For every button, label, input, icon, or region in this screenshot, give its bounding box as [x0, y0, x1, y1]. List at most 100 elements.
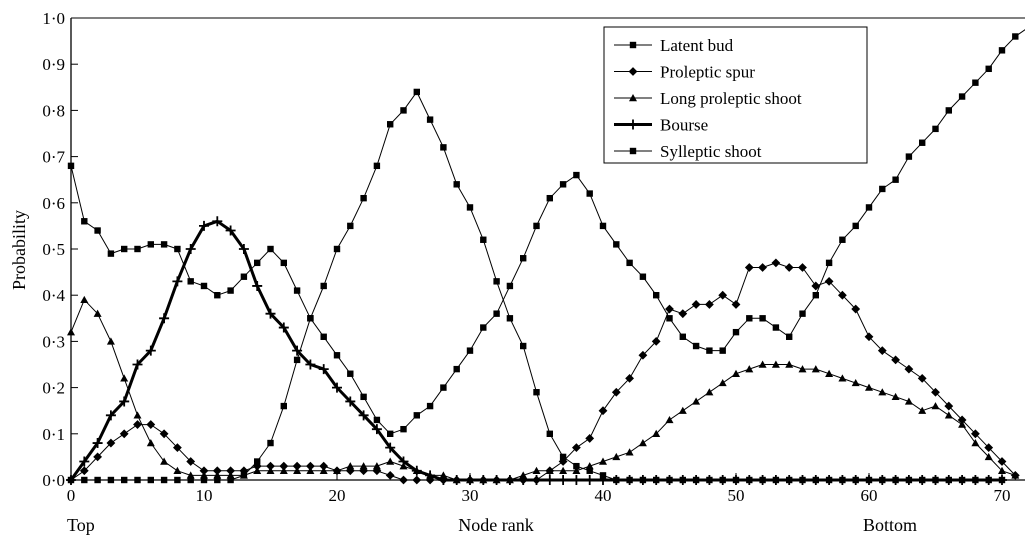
data-point: [612, 452, 621, 461]
data-point: [172, 276, 183, 287]
y-tick-label: 0·0: [42, 471, 65, 490]
data-point: [80, 295, 89, 304]
data-point: [186, 457, 196, 466]
legend-swatch-marker: [629, 147, 637, 155]
data-point: [187, 278, 194, 285]
data-point: [559, 181, 567, 188]
data-point: [520, 342, 527, 350]
data-point: [399, 475, 408, 485]
data-point: [877, 346, 887, 356]
data-point: [599, 457, 607, 465]
data-point: [838, 374, 847, 382]
data-point: [398, 456, 409, 467]
data-point: [784, 263, 794, 272]
legend-swatch-marker: [629, 41, 637, 49]
data-point: [839, 236, 846, 243]
data-point: [185, 244, 196, 254]
data-point: [465, 475, 475, 485]
y-tick-label: 0·8: [42, 101, 65, 120]
data-point: [546, 430, 553, 437]
data-point: [546, 194, 553, 202]
data-point: [134, 245, 141, 253]
data-point: [585, 434, 595, 443]
data-point: [147, 476, 154, 484]
data-point: [145, 345, 156, 356]
data-point: [572, 443, 581, 453]
data-point: [199, 220, 209, 231]
data-point: [438, 475, 449, 485]
legend-box: [603, 26, 868, 164]
data-point: [346, 462, 355, 470]
data-point: [931, 387, 940, 397]
y-tick-label: 1·0: [42, 9, 65, 28]
data-point: [653, 476, 660, 484]
data-point: [227, 287, 234, 294]
data-point: [266, 461, 275, 471]
data-point: [504, 475, 515, 485]
x-tick-label: 40: [595, 486, 612, 505]
data-point: [333, 352, 341, 359]
data-point: [613, 241, 620, 248]
series-long-proleptic-shoot: [67, 295, 1020, 484]
data-point: [318, 364, 329, 375]
data-point: [731, 300, 741, 309]
x-tick-label: 50: [728, 486, 745, 505]
x-ticks: 0 10 20 30 40 50 60 70: [67, 473, 1011, 505]
data-point: [320, 282, 327, 290]
data-point: [386, 457, 395, 465]
data-point: [478, 475, 489, 485]
data-point: [984, 452, 993, 461]
data-point: [199, 466, 209, 476]
data-point: [812, 476, 819, 484]
data-point: [678, 309, 688, 319]
data-point: [985, 476, 992, 484]
data-point: [532, 466, 541, 474]
data-point: [253, 466, 262, 474]
data-point: [319, 461, 329, 471]
data-point: [918, 406, 927, 414]
data-point: [972, 79, 979, 86]
y-tick-label: 0·9: [42, 55, 65, 74]
data-point: [772, 324, 780, 331]
data-point: [67, 476, 75, 484]
data-point: [679, 476, 686, 484]
data-point: [573, 171, 580, 179]
data-point: [666, 315, 673, 322]
data-point: [385, 442, 396, 453]
series-latent-bud: [67, 29, 1025, 437]
data-point: [905, 476, 913, 484]
data-point: [213, 471, 222, 479]
data-point: [786, 476, 793, 484]
chart-axes: [70, 17, 1025, 481]
data-point: [371, 424, 382, 435]
data-point: [67, 328, 75, 336]
data-point: [586, 467, 593, 474]
data-point: [93, 309, 102, 317]
data-point: [864, 332, 874, 342]
data-point: [558, 475, 569, 485]
data-point: [413, 412, 420, 419]
data-point: [746, 315, 753, 322]
data-point: [613, 476, 620, 484]
data-point: [932, 476, 939, 484]
data-point: [531, 475, 542, 485]
data-point: [599, 472, 607, 479]
data-point: [240, 472, 248, 479]
data-point: [639, 476, 647, 484]
data-point: [758, 263, 767, 272]
data-point: [358, 410, 369, 421]
data-point: [292, 461, 302, 471]
data-point: [571, 475, 582, 485]
data-point: [533, 389, 540, 396]
data-point: [411, 465, 422, 476]
data-point: [584, 475, 595, 485]
data-point: [173, 443, 182, 453]
data-point: [186, 471, 195, 479]
data-point: [146, 420, 156, 429]
data-point: [692, 397, 701, 405]
data-point: [932, 125, 939, 133]
data-point: [360, 194, 367, 202]
series-sylleptic-shoot: [67, 88, 1006, 484]
data-point: [811, 365, 820, 373]
